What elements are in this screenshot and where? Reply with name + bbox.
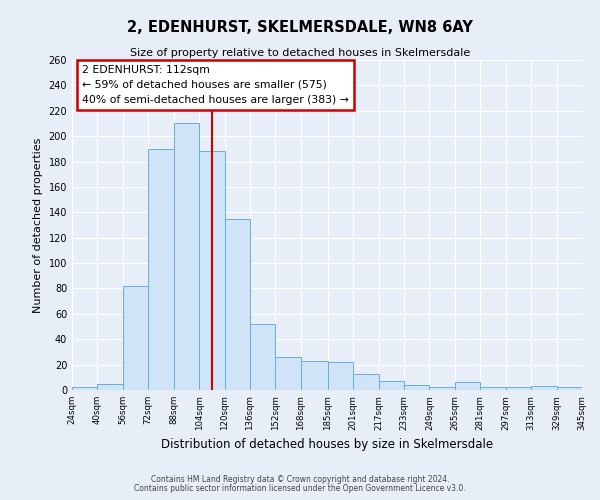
Bar	[430, 388, 455, 390]
Bar	[148, 149, 173, 390]
Y-axis label: Number of detached properties: Number of detached properties	[33, 138, 43, 312]
Bar	[506, 388, 531, 390]
Bar	[328, 362, 353, 390]
Bar	[404, 385, 430, 390]
Bar	[353, 374, 379, 390]
Bar	[72, 388, 97, 390]
Bar	[173, 124, 199, 390]
X-axis label: Distribution of detached houses by size in Skelmersdale: Distribution of detached houses by size …	[161, 438, 493, 451]
Text: Size of property relative to detached houses in Skelmersdale: Size of property relative to detached ho…	[130, 48, 470, 58]
Bar	[531, 386, 557, 390]
Bar	[224, 218, 250, 390]
Bar	[481, 388, 506, 390]
Text: 2 EDENHURST: 112sqm
← 59% of detached houses are smaller (575)
40% of semi-detac: 2 EDENHURST: 112sqm ← 59% of detached ho…	[82, 65, 349, 104]
Bar	[97, 384, 123, 390]
Text: Contains HM Land Registry data © Crown copyright and database right 2024.: Contains HM Land Registry data © Crown c…	[151, 475, 449, 484]
Bar	[301, 361, 328, 390]
Bar	[123, 286, 148, 390]
Bar	[199, 152, 224, 390]
Bar	[455, 382, 481, 390]
Bar	[379, 381, 404, 390]
Text: Contains public sector information licensed under the Open Government Licence v3: Contains public sector information licen…	[134, 484, 466, 493]
Text: 2, EDENHURST, SKELMERSDALE, WN8 6AY: 2, EDENHURST, SKELMERSDALE, WN8 6AY	[127, 20, 473, 35]
Bar	[250, 324, 275, 390]
Bar	[275, 357, 301, 390]
Bar	[557, 388, 582, 390]
